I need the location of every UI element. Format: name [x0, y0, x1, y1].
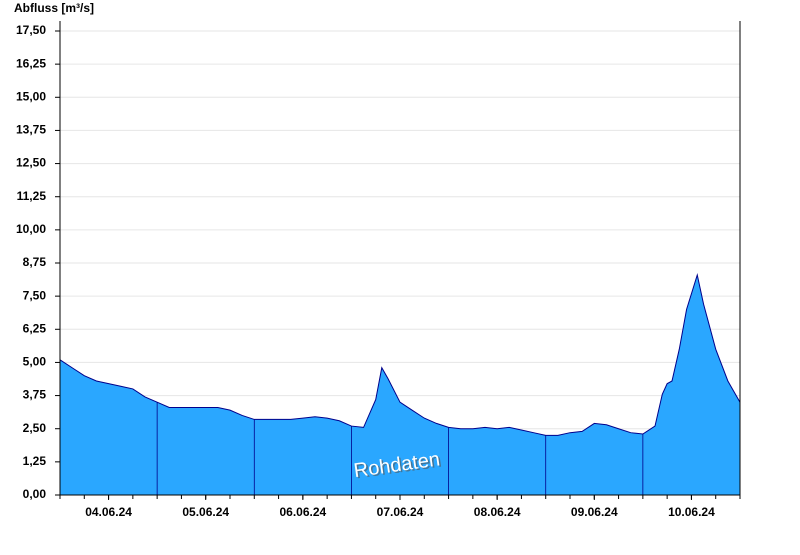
y-axis-label: Abfluss [m³/s] [14, 1, 94, 15]
y-tick-label: 16,25 [16, 56, 46, 70]
y-tick-label: 1,25 [23, 454, 47, 468]
x-tick-label: 06.06.24 [279, 505, 326, 519]
area-outline [59, 272, 741, 436]
x-tick-label: 04.06.24 [85, 505, 132, 519]
y-tick-label: 3,75 [23, 388, 47, 402]
y-tick-label: 10,00 [16, 222, 46, 236]
y-tick-label: 11,25 [17, 189, 47, 203]
x-tick-label: 05.06.24 [182, 505, 229, 519]
y-tick-label: 12,50 [16, 156, 46, 170]
x-tick-label: 07.06.24 [377, 505, 424, 519]
x-tick-label: 09.06.24 [571, 505, 618, 519]
y-tick-label: 8,75 [23, 255, 47, 269]
y-tick-label: 17,50 [16, 23, 46, 37]
y-tick-label: 5,00 [23, 355, 47, 369]
x-tick-label: 08.06.24 [474, 505, 521, 519]
y-tick-label: 7,50 [23, 288, 47, 302]
y-tick-label: 0,00 [23, 487, 47, 501]
x-tick-label: 10.06.24 [668, 505, 715, 519]
y-tick-label: 6,25 [23, 321, 47, 335]
area [60, 274, 740, 495]
y-tick-label: 13,75 [16, 123, 46, 137]
y-tick-label: 2,50 [23, 421, 47, 435]
y-tick-label: 15,00 [16, 89, 46, 103]
